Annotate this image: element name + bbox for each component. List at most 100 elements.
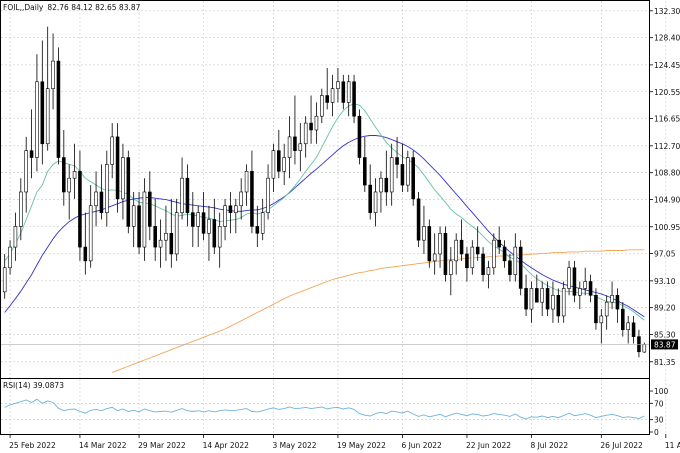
candle-up [330,88,335,103]
ma-mid-line [4,135,645,318]
chart-header: FOIL,,Daily 82.76 84.12 82.65 83.87 [3,3,141,12]
candle-up [336,81,340,89]
date-tick-label: 3 May 2022 [272,441,316,450]
price-tick-label: 97.05 [654,250,676,259]
candle-down [427,226,432,262]
candle-down [191,212,195,227]
candle-down [545,288,550,310]
candle-up [8,246,12,269]
candle-down [169,233,174,255]
candle-down [615,294,620,310]
ma-short-layer [4,103,645,321]
candle-up [287,136,292,158]
candle-up [158,239,163,248]
candle-up [35,81,39,158]
candle-up [271,150,276,179]
candle-up [642,344,647,353]
candle-up [561,288,566,317]
candle-up [529,288,534,310]
candle-down [78,171,82,248]
candle-down [255,226,260,234]
candle-down [368,184,372,213]
ohlc-readout: 82.76 84.12 82.65 83.87 [47,3,140,12]
date-tick-label: 14 Mar 2022 [79,441,127,450]
candle-up [19,191,23,227]
candles-layer [2,26,647,358]
candle-up [2,267,7,293]
price-tick-label: 89.20 [654,304,676,313]
symbol-label: FOIL,,Daily [3,3,44,12]
candle-up [110,136,114,165]
date-tick-label: 25 Feb 2022 [9,441,56,450]
candle-down [201,212,206,234]
candle-up [389,157,394,193]
candle-down [588,281,593,296]
price-tick-label: 108.80 [654,169,680,178]
candle-up [234,205,238,213]
candle-up [244,171,249,193]
price-tick-label: 93.10 [654,277,676,286]
date-tick-label: 19 May 2022 [337,441,386,450]
rsi-pane-frame [0,378,650,435]
price-tick-label: 124.45 [654,61,680,70]
candle-up [406,157,410,186]
candle-up [51,60,55,89]
candle-down [416,198,421,241]
candle-up [24,150,28,193]
candle-down [185,177,190,213]
rsi-tick-label: 30 [654,416,664,425]
candle-down [325,95,329,103]
rsi-grid [1,379,667,434]
candle-up [320,95,324,117]
candle-down [309,122,313,131]
last-price-box [651,339,678,350]
candle-down [83,246,88,262]
date-tick-label: 8 Jul 2022 [530,441,568,450]
rsi-tick-label: 0 [654,428,659,437]
ma-mid-layer [4,135,645,318]
candle-up [513,246,518,275]
candle-down [508,260,512,275]
price-axis: 132.30 128.40 124.45 120.55 116.65 112.70 108.… [649,7,680,367]
candle-down [363,157,367,186]
candle-down [465,253,469,269]
candle-down [572,267,577,296]
candle-up [540,288,544,303]
candle-down [341,81,346,103]
candle-up [583,281,587,289]
candle-up [223,205,227,227]
candle-up [207,219,211,234]
candle-down [621,308,625,331]
candle-down [40,81,45,145]
candle-up [131,205,136,227]
candle-down [153,226,157,248]
price-tick-label: 120.55 [654,88,680,97]
price-tick-label: 128.40 [654,34,680,43]
candle-up [578,288,582,296]
candle-down [126,157,131,227]
date-tick-label: 29 Mar 2022 [138,441,186,450]
candle-up [551,294,555,310]
candle-up [239,191,243,207]
candle-up [196,212,200,227]
rsi-line [4,398,645,420]
candle-up [432,253,437,262]
candle-down [524,288,528,310]
price-tick-label: 132.30 [654,7,680,16]
date-tick-label: 22 Jun 2022 [466,441,511,450]
candle-down [212,219,217,248]
ma-short-line [4,103,645,321]
candle-down [395,157,399,165]
candle-down [277,150,281,172]
ma-long-line [112,249,645,373]
candle-down [250,171,254,227]
candle-up [164,233,168,241]
candle-up [314,115,319,131]
candle-up [105,164,109,213]
candle-up [72,171,77,179]
candle-down [502,246,507,262]
candle-up [13,226,18,248]
candle-down [535,288,539,303]
candle-up [346,81,351,103]
